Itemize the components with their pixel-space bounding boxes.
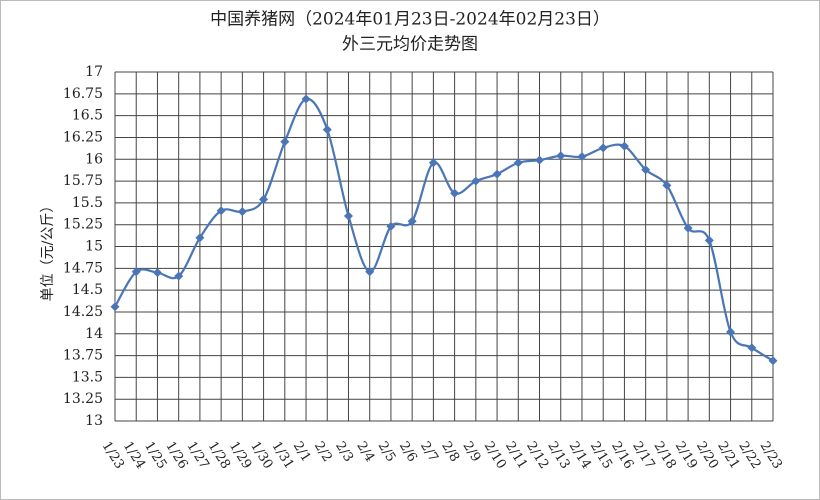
data-point: [513, 158, 523, 168]
y-tick-label: 13.5: [72, 369, 103, 385]
y-tick-label: 15.5: [72, 195, 103, 211]
chart-subtitle: 外三元均价走势图: [342, 35, 478, 55]
data-point: [386, 221, 396, 231]
data-point: [450, 188, 460, 198]
data-point: [768, 356, 778, 366]
chart-title: 中国养猪网（2024年01月23日-2024年02月23日）: [210, 10, 610, 30]
data-point: [131, 267, 141, 277]
y-tick-label: 13.25: [63, 391, 103, 407]
y-tick-label: 15.75: [63, 173, 103, 189]
data-point: [365, 267, 375, 277]
data-point: [662, 180, 672, 190]
data-point: [471, 176, 481, 186]
data-point: [598, 143, 608, 153]
y-tick-label: 16.75: [63, 86, 103, 102]
data-point: [174, 271, 184, 281]
y-tick-label: 14: [85, 326, 103, 342]
data-point: [619, 141, 629, 151]
y-tick-label: 16: [85, 151, 103, 167]
y-tick-label: 15.25: [63, 217, 103, 233]
y-tick-label: 13: [85, 413, 103, 429]
y-tick-label: 14.75: [63, 260, 103, 276]
data-point: [152, 268, 162, 278]
data-point: [726, 327, 736, 337]
y-tick-label: 14.5: [72, 282, 103, 298]
data-point: [577, 152, 587, 162]
data-point: [216, 206, 226, 216]
y-tick-label: 17: [85, 64, 103, 80]
data-point: [280, 137, 290, 147]
data-point: [301, 94, 311, 104]
data-point: [683, 223, 693, 233]
data-point: [259, 194, 269, 204]
y-tick-label: 16.5: [72, 108, 103, 124]
data-point: [535, 155, 545, 165]
data-point: [747, 343, 757, 353]
y-tick-label: 15: [85, 239, 103, 255]
data-point: [322, 125, 332, 135]
y-axis-label: 单位（元/公斤）: [40, 199, 56, 302]
data-point: [704, 235, 714, 245]
data-point: [110, 302, 120, 312]
y-tick-label: 16.25: [63, 129, 103, 145]
data-point: [556, 151, 566, 161]
data-point: [407, 216, 417, 226]
data-point: [641, 165, 651, 175]
data-point: [343, 211, 353, 221]
y-tick-label: 13.75: [63, 348, 103, 364]
data-point: [492, 169, 502, 179]
data-point: [195, 233, 205, 243]
y-tick-label: 14.25: [63, 304, 103, 320]
data-point: [237, 207, 247, 217]
data-point: [428, 158, 438, 168]
